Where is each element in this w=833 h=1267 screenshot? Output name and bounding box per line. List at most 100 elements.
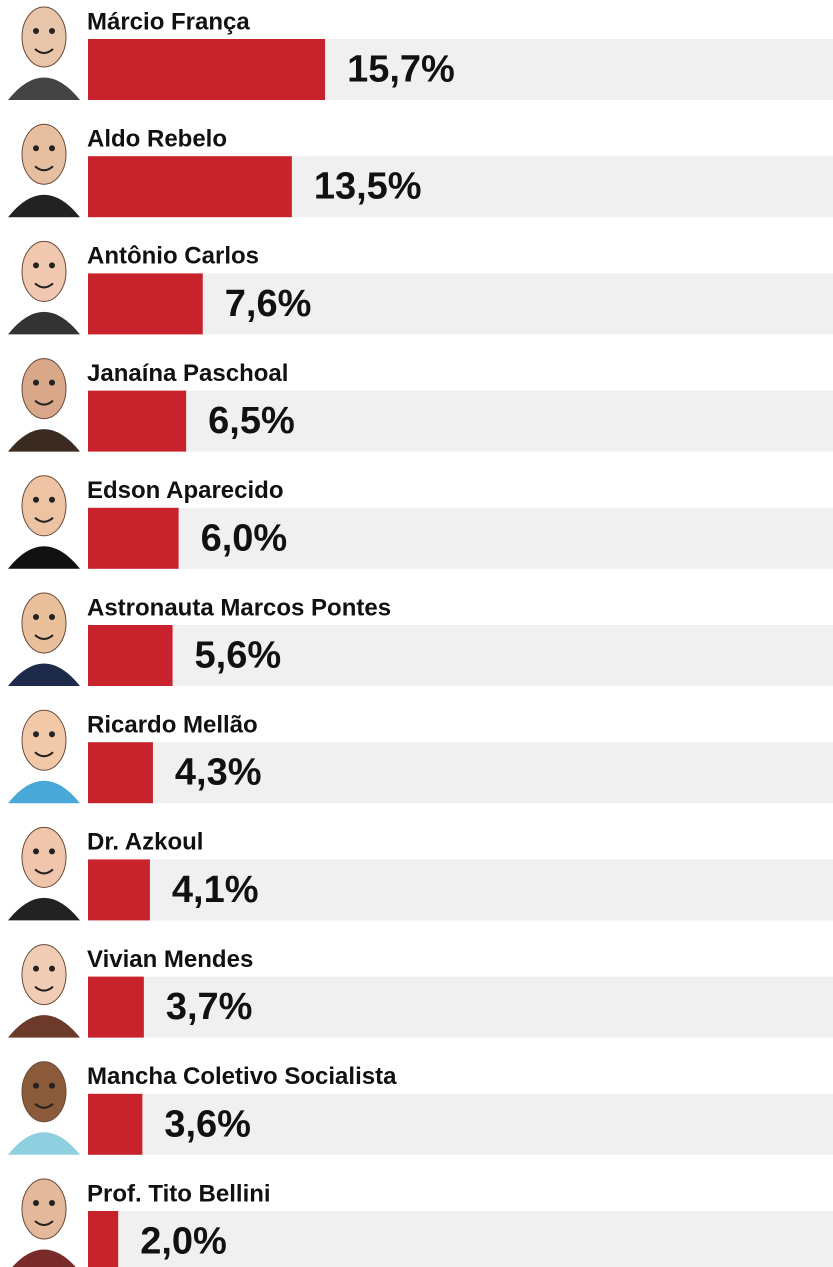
avatar-eye bbox=[49, 496, 55, 503]
avatar-eye bbox=[49, 262, 55, 269]
value-label: 3,6% bbox=[164, 1103, 251, 1145]
avatar-head bbox=[21, 1061, 67, 1123]
bar-track bbox=[88, 273, 833, 335]
avatar-body bbox=[8, 77, 80, 100]
bar-track bbox=[88, 390, 833, 452]
avatar-mouth bbox=[34, 751, 54, 758]
avatar-body bbox=[8, 311, 80, 335]
value-label: 6,5% bbox=[208, 400, 295, 442]
avatar-eye bbox=[49, 1082, 55, 1089]
avatar-head bbox=[21, 709, 67, 771]
avatar-body bbox=[8, 194, 80, 218]
avatar-mouth bbox=[34, 985, 54, 992]
value-label: 15,7% bbox=[347, 49, 455, 91]
avatar-eye bbox=[49, 145, 55, 152]
avatar bbox=[8, 944, 80, 1038]
candidate-name: Prof. Tito Bellini bbox=[87, 1180, 271, 1207]
avatar bbox=[8, 1061, 80, 1155]
avatar-body bbox=[8, 1015, 80, 1038]
avatar-head bbox=[21, 358, 67, 420]
value-label: 2,0% bbox=[140, 1221, 227, 1263]
bar bbox=[88, 1211, 119, 1267]
value-label: 13,5% bbox=[314, 166, 422, 208]
avatar-eye bbox=[33, 262, 39, 269]
avatar-head bbox=[21, 240, 67, 302]
avatar-eye bbox=[33, 731, 39, 738]
avatar-head bbox=[21, 944, 67, 1006]
avatar bbox=[8, 6, 80, 100]
avatar-head bbox=[21, 6, 67, 68]
avatar bbox=[8, 709, 80, 804]
bar bbox=[88, 1093, 143, 1155]
bar-track bbox=[88, 859, 833, 921]
avatar-mouth bbox=[34, 1103, 54, 1109]
avatar-eye bbox=[49, 1200, 55, 1206]
avatar-mouth bbox=[34, 868, 54, 875]
avatar-mouth bbox=[34, 165, 54, 172]
avatar-mouth bbox=[34, 517, 54, 523]
bar-track bbox=[88, 976, 833, 1038]
candidate-name: Márcio França bbox=[87, 8, 250, 35]
avatar bbox=[8, 240, 80, 335]
candidate-name: Dr. Azkoul bbox=[87, 829, 203, 856]
avatar-eye bbox=[33, 614, 39, 620]
avatar bbox=[12, 1178, 76, 1267]
candidate-name: Vivian Mendes bbox=[87, 946, 253, 973]
bar-track bbox=[88, 742, 833, 804]
bar bbox=[88, 507, 179, 569]
avatar bbox=[8, 358, 80, 452]
bar-track bbox=[88, 1211, 833, 1267]
avatar-head bbox=[21, 1178, 67, 1240]
avatar-head bbox=[21, 592, 67, 654]
avatar-body bbox=[8, 780, 80, 804]
candidate-name: Mancha Coletivo Socialista bbox=[87, 1063, 397, 1090]
candidate-name: Astronauta Marcos Pontes bbox=[87, 594, 391, 621]
value-label: 4,1% bbox=[172, 869, 259, 911]
candidate-name: Edson Aparecido bbox=[87, 477, 283, 504]
bar bbox=[88, 742, 153, 804]
avatar-eye bbox=[49, 731, 55, 738]
avatar-eye bbox=[49, 965, 55, 972]
bar-track bbox=[88, 507, 833, 569]
avatar-body bbox=[8, 546, 80, 569]
value-label: 3,7% bbox=[166, 986, 253, 1028]
avatar-eye bbox=[49, 848, 55, 855]
bar bbox=[88, 39, 326, 100]
candidate-name: Aldo Rebelo bbox=[87, 126, 227, 153]
avatar-body bbox=[8, 429, 80, 452]
avatar-mouth bbox=[34, 399, 54, 406]
avatar-body bbox=[8, 663, 80, 686]
bar-track bbox=[88, 625, 833, 686]
avatar-mouth bbox=[34, 282, 54, 289]
bar-track bbox=[88, 1093, 833, 1155]
value-label: 7,6% bbox=[225, 283, 312, 325]
avatar-eye bbox=[33, 1200, 39, 1206]
avatar-eye bbox=[49, 614, 55, 620]
avatar-head bbox=[21, 123, 67, 185]
avatar-mouth bbox=[34, 634, 54, 640]
avatar-eye bbox=[49, 28, 55, 34]
avatar-eye bbox=[33, 145, 39, 152]
avatar-body bbox=[12, 1249, 76, 1267]
bar bbox=[88, 273, 203, 335]
value-label: 6,0% bbox=[201, 517, 288, 559]
bar bbox=[88, 390, 187, 452]
bar bbox=[88, 859, 150, 921]
avatar-eye bbox=[33, 965, 39, 972]
value-label: 4,3% bbox=[175, 752, 262, 794]
avatar bbox=[8, 475, 80, 569]
avatar-eye bbox=[33, 1082, 39, 1089]
candidate-name: Janaína Paschoal bbox=[87, 360, 288, 387]
avatar-head bbox=[21, 475, 67, 537]
avatar bbox=[8, 592, 80, 686]
bar bbox=[88, 156, 292, 218]
avatar-body bbox=[8, 1132, 80, 1155]
avatar bbox=[8, 826, 80, 921]
avatar-body bbox=[8, 897, 80, 921]
avatar bbox=[8, 123, 80, 218]
avatar-eye bbox=[33, 848, 39, 855]
bar bbox=[88, 976, 144, 1038]
avatar-eye bbox=[33, 28, 39, 34]
